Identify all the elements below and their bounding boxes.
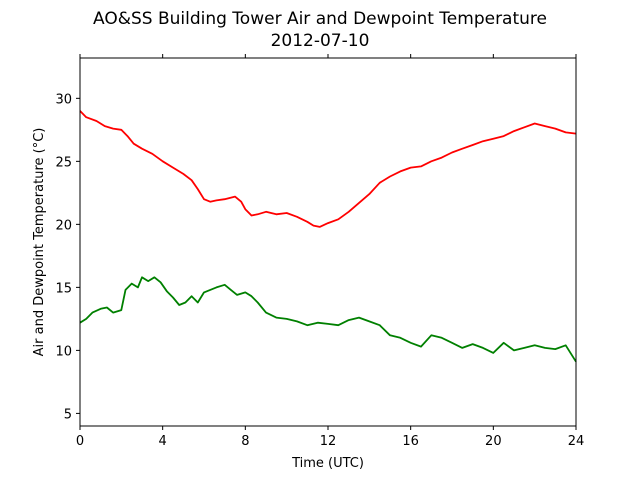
series-line-2 (79, 276, 577, 363)
x-tick-label: 8 (241, 434, 249, 449)
y-tick-label: 15 (55, 281, 72, 296)
x-tick-label: 0 (76, 434, 84, 449)
tick-layer: 0 4 8 12 16 20 24 5 10 15 20 25 30 (55, 54, 584, 449)
y-tick-label: 5 (64, 407, 72, 422)
y-tick-label: 25 (55, 155, 72, 170)
y-tick-label: 30 (55, 92, 72, 107)
x-axis-label: Time (UTC) (291, 456, 364, 471)
x-tick-label: 12 (320, 434, 337, 449)
series-line-1 (79, 110, 577, 228)
chart-title: AO&SS Building Tower Air and Dewpoint Te… (93, 9, 547, 29)
x-tick-label: 4 (159, 434, 167, 449)
y-tick-label: 10 (55, 344, 72, 359)
x-tick-label: 16 (402, 434, 419, 449)
x-tick-label: 20 (485, 434, 502, 449)
plot-frame (79, 57, 577, 427)
series-layer (79, 110, 577, 363)
chart-subtitle: 2012-07-10 (271, 31, 370, 51)
y-tick-label: 20 (55, 218, 72, 233)
y-axis-label: Air and Dewpoint Temperature (°C) (32, 128, 47, 357)
x-tick-label: 24 (568, 434, 585, 449)
